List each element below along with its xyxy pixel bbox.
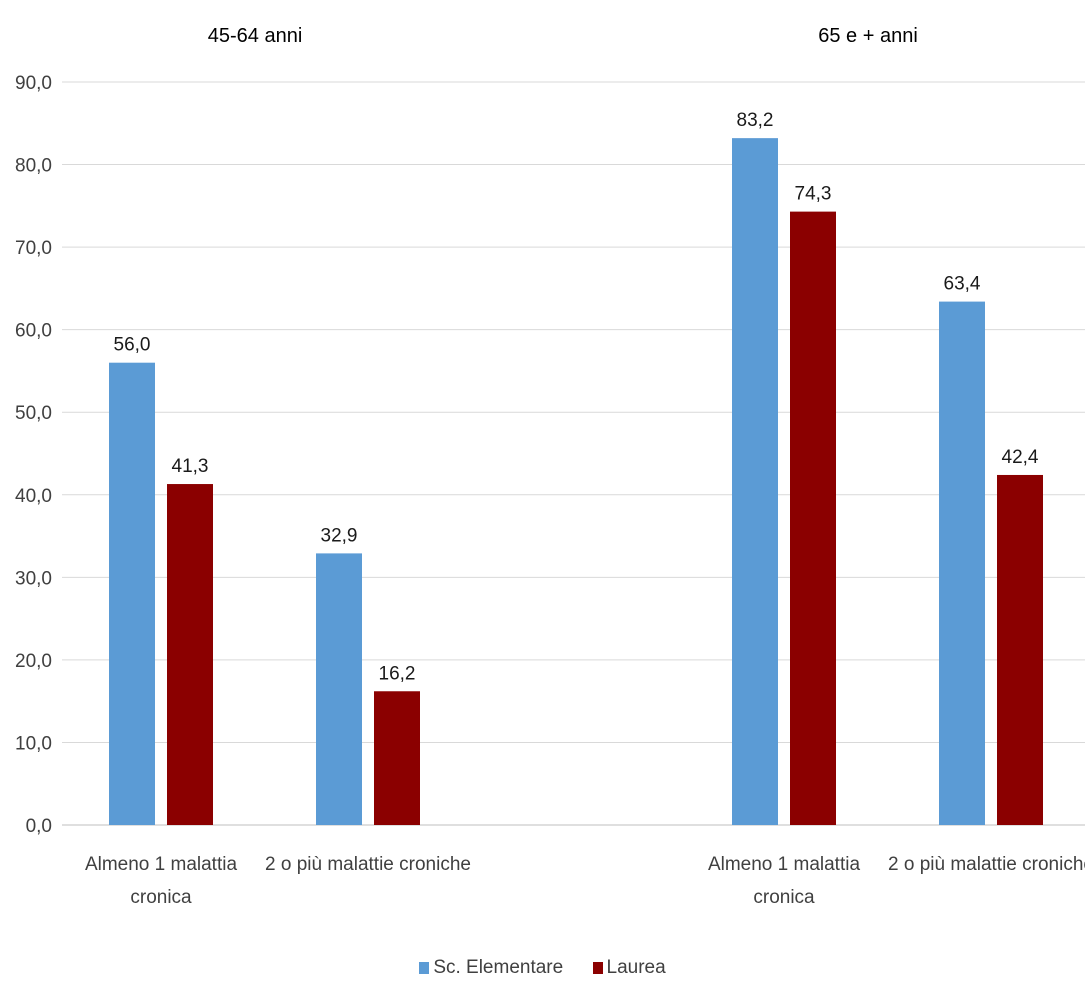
data-label: 16,2 xyxy=(379,663,416,684)
group-title: 45-64 anni xyxy=(208,25,303,47)
y-tick-label: 10,0 xyxy=(15,733,52,754)
data-label: 63,4 xyxy=(944,274,981,295)
category-label: 2 o più malattie croniche xyxy=(265,854,471,875)
y-tick-label: 20,0 xyxy=(15,651,52,672)
legend-item-sc-elementare: Sc. Elementare xyxy=(419,957,563,979)
data-label: 32,9 xyxy=(321,525,358,546)
y-tick-label: 80,0 xyxy=(15,156,52,177)
group-title: 65 e + anni xyxy=(818,25,918,47)
bar-sc-elementare xyxy=(732,138,778,826)
bar-laurea xyxy=(374,691,420,825)
category-label: Almeno 1 malattia xyxy=(708,854,861,875)
category-label: Almeno 1 malattia xyxy=(85,854,238,875)
legend-label-laurea: Laurea xyxy=(606,957,666,978)
y-tick-label: 40,0 xyxy=(15,486,52,507)
legend-label-sc-elementare: Sc. Elementare xyxy=(433,957,564,978)
category-label: cronica xyxy=(130,887,192,908)
bar-laurea xyxy=(790,211,836,825)
legend: Sc. Elementare Laurea xyxy=(0,957,1085,980)
bar-sc-elementare xyxy=(109,362,155,825)
y-tick-label: 70,0 xyxy=(15,238,52,259)
category-label: cronica xyxy=(753,887,815,908)
data-label: 74,3 xyxy=(795,184,832,205)
data-label: 42,4 xyxy=(1002,447,1039,468)
data-label: 41,3 xyxy=(172,456,209,477)
legend-item-laurea: Laurea xyxy=(592,957,666,979)
y-tick-label: 30,0 xyxy=(15,568,52,589)
y-tick-label: 50,0 xyxy=(15,403,52,424)
bar-sc-elementare xyxy=(939,301,985,825)
data-label: 56,0 xyxy=(114,335,151,356)
bar-laurea xyxy=(167,484,213,825)
bar-laurea xyxy=(997,474,1043,825)
legend-swatch-sc-elementare xyxy=(419,962,430,974)
y-tick-label: 0,0 xyxy=(26,816,52,837)
bar-sc-elementare xyxy=(316,553,362,825)
y-tick-label: 60,0 xyxy=(15,321,52,342)
category-label: 2 o più malattie croniche xyxy=(888,854,1085,875)
legend-swatch-laurea xyxy=(592,962,603,974)
data-label: 83,2 xyxy=(737,110,774,131)
y-tick-label: 90,0 xyxy=(15,73,52,94)
